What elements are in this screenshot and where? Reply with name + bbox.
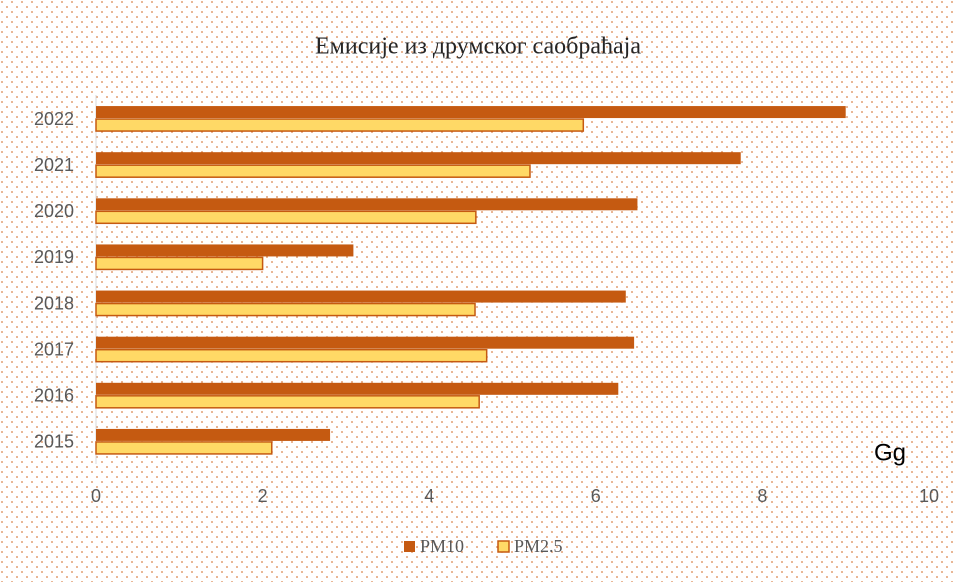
legend-label: PM2.5	[514, 536, 563, 556]
unit-label: Gg	[874, 439, 906, 466]
bar	[95, 256, 264, 271]
chart-title: Емисије из друмског саобраћаја	[315, 34, 641, 60]
bar	[96, 290, 626, 303]
bar	[96, 382, 619, 395]
y-tick-label: 2016	[34, 386, 74, 406]
y-tick-label: 2015	[34, 432, 74, 452]
bar	[95, 164, 531, 178]
bar	[95, 441, 273, 455]
x-tick-label: 0	[91, 486, 101, 506]
bar	[96, 152, 741, 165]
bar	[95, 302, 476, 317]
y-tick-label: 2018	[34, 293, 74, 313]
y-tick-label: 2020	[34, 201, 74, 221]
bar	[95, 395, 480, 409]
x-tick-label: 2	[258, 486, 268, 506]
x-tick-label: 8	[757, 486, 767, 506]
bar	[95, 210, 477, 225]
legend-swatch	[497, 540, 510, 553]
y-tick-label: 2021	[34, 155, 74, 175]
y-tick-label: 2019	[34, 247, 74, 267]
legend-swatch	[404, 541, 415, 552]
bar	[95, 348, 488, 363]
bar	[96, 106, 846, 119]
bar	[96, 428, 331, 441]
y-tick-label: 2017	[34, 339, 74, 359]
legend-label: PM10	[420, 536, 464, 556]
bar	[96, 198, 638, 211]
x-tick-label: 6	[591, 486, 601, 506]
y-tick-label: 2022	[34, 109, 74, 129]
bar	[96, 244, 354, 257]
bar	[95, 118, 585, 132]
x-tick-label: 10	[919, 486, 939, 506]
bar	[96, 336, 635, 349]
x-tick-label: 4	[424, 486, 434, 506]
